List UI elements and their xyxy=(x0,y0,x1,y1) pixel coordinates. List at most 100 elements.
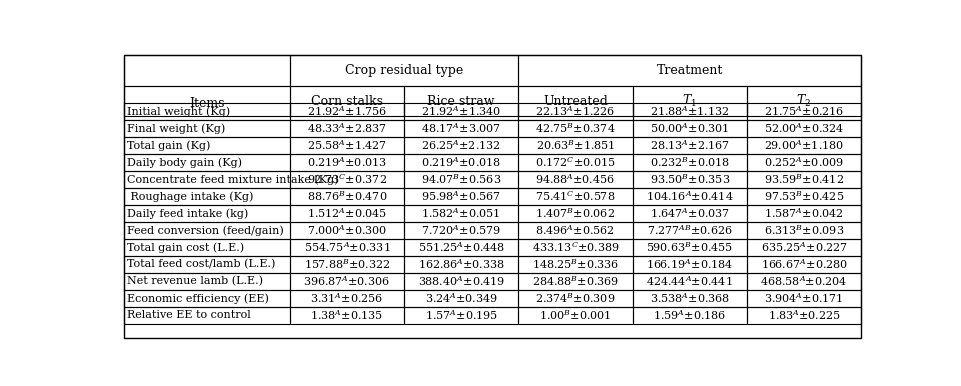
Bar xyxy=(632,239,747,256)
Bar xyxy=(518,188,632,205)
Bar xyxy=(290,205,404,222)
Bar xyxy=(290,256,404,273)
Text: $6.313^{B}$$\pm$0.093: $6.313^{B}$$\pm$0.093 xyxy=(764,223,844,237)
Bar xyxy=(518,222,632,239)
Text: $T_2$: $T_2$ xyxy=(797,93,812,109)
Text: Net revenue lamb (L.E.): Net revenue lamb (L.E.) xyxy=(127,276,262,287)
Bar xyxy=(290,188,404,205)
Text: $20.63^{B}$$\pm$1.851: $20.63^{B}$$\pm$1.851 xyxy=(536,139,615,152)
Text: Economic efficiency (EE): Economic efficiency (EE) xyxy=(127,293,269,304)
Bar xyxy=(518,86,632,117)
Bar xyxy=(747,103,861,120)
Bar xyxy=(747,307,861,324)
Text: $93.50^{B}$$\pm$0.353: $93.50^{B}$$\pm$0.353 xyxy=(650,173,730,186)
Bar xyxy=(632,171,747,188)
Text: $97.53^{B}$$\pm$0.425: $97.53^{B}$$\pm$0.425 xyxy=(764,190,844,203)
Text: $1.407^{B}$$\pm$0.062: $1.407^{B}$$\pm$0.062 xyxy=(535,207,615,220)
Bar xyxy=(518,205,632,222)
Bar xyxy=(290,171,404,188)
Bar xyxy=(404,205,518,222)
Bar xyxy=(124,55,290,86)
Text: $3.31^{A}$$\pm$0.256: $3.31^{A}$$\pm$0.256 xyxy=(310,291,383,305)
Bar xyxy=(404,86,518,117)
Bar xyxy=(124,222,290,239)
Bar xyxy=(632,154,747,171)
Bar xyxy=(518,307,632,324)
Text: Crop residual type: Crop residual type xyxy=(345,64,463,77)
Bar xyxy=(747,154,861,171)
Text: Initial weight (Kg): Initial weight (Kg) xyxy=(127,106,230,117)
Bar xyxy=(124,137,290,154)
Bar xyxy=(124,154,290,171)
Bar xyxy=(404,103,518,120)
Text: $1.57^{A}$$\pm$0.195: $1.57^{A}$$\pm$0.195 xyxy=(425,308,498,322)
Text: $424.44^{A}$$\pm$0.441: $424.44^{A}$$\pm$0.441 xyxy=(647,274,733,288)
Bar xyxy=(518,239,632,256)
Bar xyxy=(404,137,518,154)
Text: Total gain cost (L.E.): Total gain cost (L.E.) xyxy=(127,242,244,253)
Bar xyxy=(632,307,747,324)
Text: $104.16^{A}$$\pm$0.414: $104.16^{A}$$\pm$0.414 xyxy=(646,190,733,203)
Text: $396.87^{A}$$\pm$0.306: $396.87^{A}$$\pm$0.306 xyxy=(304,274,390,288)
Bar xyxy=(404,154,518,171)
Bar xyxy=(747,171,861,188)
Bar xyxy=(632,103,747,120)
Text: $25.58^{A}$$\pm$1.427: $25.58^{A}$$\pm$1.427 xyxy=(307,139,387,152)
Text: $388.40^{A}$$\pm$0.419: $388.40^{A}$$\pm$0.419 xyxy=(418,274,505,288)
Text: $50.00^{A}$$\pm$0.301: $50.00^{A}$$\pm$0.301 xyxy=(650,122,729,135)
Text: $7.277^{AB}$$\pm$0.626: $7.277^{AB}$$\pm$0.626 xyxy=(647,223,732,237)
Text: Relative EE to control: Relative EE to control xyxy=(127,310,251,320)
Bar xyxy=(632,137,747,154)
Bar xyxy=(747,273,861,290)
Text: $590.63^{B}$$\pm$0.455: $590.63^{B}$$\pm$0.455 xyxy=(646,240,733,254)
Text: Rice straw: Rice straw xyxy=(428,95,495,108)
Bar xyxy=(290,290,404,307)
Bar xyxy=(124,86,290,117)
Bar xyxy=(632,86,747,117)
Bar xyxy=(747,86,861,117)
Bar xyxy=(404,120,518,137)
Text: Total gain (Kg): Total gain (Kg) xyxy=(127,140,210,151)
Text: $1.512^{A}$$\pm$0.045: $1.512^{A}$$\pm$0.045 xyxy=(307,207,387,220)
Bar xyxy=(632,188,747,205)
Text: $0.232^{B}$$\pm$0.018: $0.232^{B}$$\pm$0.018 xyxy=(650,156,729,169)
Bar xyxy=(290,222,404,239)
Bar xyxy=(747,239,861,256)
Bar xyxy=(632,222,747,239)
Bar xyxy=(290,239,404,256)
Bar xyxy=(290,137,404,154)
Bar xyxy=(518,103,632,120)
Bar xyxy=(518,290,632,307)
Text: $95.98^{A}$$\pm$0.567: $95.98^{A}$$\pm$0.567 xyxy=(421,190,502,203)
Text: $8.496^{A}$$\pm$0.562: $8.496^{A}$$\pm$0.562 xyxy=(535,223,615,237)
Text: $7.000^{A}$$\pm$0.300: $7.000^{A}$$\pm$0.300 xyxy=(307,223,387,237)
Bar xyxy=(747,188,861,205)
Bar xyxy=(747,137,861,154)
Text: $0.252^{A}$$\pm$0.009: $0.252^{A}$$\pm$0.009 xyxy=(764,156,844,169)
Text: $21.92^{A}$$\pm$1.756: $21.92^{A}$$\pm$1.756 xyxy=(307,105,387,118)
Text: Daily feed intake (kg): Daily feed intake (kg) xyxy=(127,208,248,219)
Bar xyxy=(290,307,404,324)
Text: Untreated: Untreated xyxy=(543,95,608,108)
Text: $1.587^{A}$$\pm$0.042: $1.587^{A}$$\pm$0.042 xyxy=(764,207,844,220)
Text: $166.67^{A}$$\pm$0.280: $166.67^{A}$$\pm$0.280 xyxy=(760,257,848,271)
Bar xyxy=(404,222,518,239)
Text: $75.41^{C}$$\pm$0.578: $75.41^{C}$$\pm$0.578 xyxy=(535,190,616,203)
Bar xyxy=(290,103,404,120)
Text: $551.25^{A}$$\pm$0.448: $551.25^{A}$$\pm$0.448 xyxy=(418,240,505,254)
Text: $2.374^{B}$$\pm$0.309: $2.374^{B}$$\pm$0.309 xyxy=(535,291,616,305)
Text: $1.38^{A}$$\pm$0.135: $1.38^{A}$$\pm$0.135 xyxy=(310,308,383,322)
Text: $166.19^{A}$$\pm$0.184: $166.19^{A}$$\pm$0.184 xyxy=(646,257,733,271)
Text: $92.73^{C}$$\pm$0.372: $92.73^{C}$$\pm$0.372 xyxy=(307,173,387,186)
Text: $21.75^{A}$$\pm$0.216: $21.75^{A}$$\pm$0.216 xyxy=(764,105,844,118)
Text: $88.76^{B}$$\pm$0.470: $88.76^{B}$$\pm$0.470 xyxy=(307,190,387,203)
Bar xyxy=(290,154,404,171)
Bar xyxy=(632,290,747,307)
Text: Corn stalks: Corn stalks xyxy=(311,95,382,108)
Bar xyxy=(518,55,861,86)
Text: $28.13^{A}$$\pm$2.167: $28.13^{A}$$\pm$2.167 xyxy=(650,139,729,152)
Text: $0.172^{C}$$\pm$0.015: $0.172^{C}$$\pm$0.015 xyxy=(535,156,616,169)
Bar xyxy=(632,273,747,290)
Bar xyxy=(518,256,632,273)
Bar xyxy=(124,307,290,324)
